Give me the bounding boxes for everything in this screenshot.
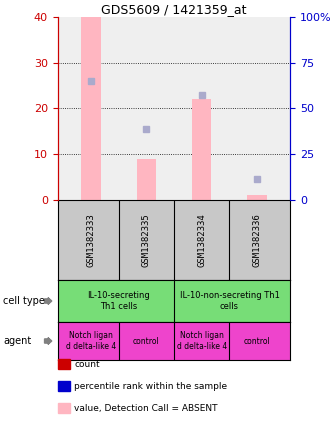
Text: IL-10-secreting
Th1 cells: IL-10-secreting Th1 cells: [87, 291, 150, 311]
Text: Notch ligan
d delta-like 4: Notch ligan d delta-like 4: [66, 331, 116, 351]
Text: percentile rank within the sample: percentile rank within the sample: [74, 382, 227, 391]
Text: Notch ligan
d delta-like 4: Notch ligan d delta-like 4: [177, 331, 227, 351]
Bar: [81, 17, 101, 200]
Text: agent: agent: [3, 336, 32, 346]
Text: GSM1382335: GSM1382335: [142, 213, 151, 267]
Text: count: count: [74, 360, 100, 369]
Text: control: control: [133, 337, 160, 346]
Title: GDS5609 / 1421359_at: GDS5609 / 1421359_at: [101, 3, 247, 16]
Text: value, Detection Call = ABSENT: value, Detection Call = ABSENT: [74, 404, 218, 413]
Bar: [137, 159, 156, 200]
Bar: [248, 195, 267, 200]
Text: GSM1382333: GSM1382333: [86, 213, 95, 267]
Bar: [192, 99, 212, 200]
Text: cell type: cell type: [3, 296, 45, 306]
Text: IL-10-non-secreting Th1
cells: IL-10-non-secreting Th1 cells: [180, 291, 280, 311]
Text: GSM1382336: GSM1382336: [253, 213, 262, 267]
Text: GSM1382334: GSM1382334: [197, 213, 206, 267]
Text: control: control: [244, 337, 271, 346]
